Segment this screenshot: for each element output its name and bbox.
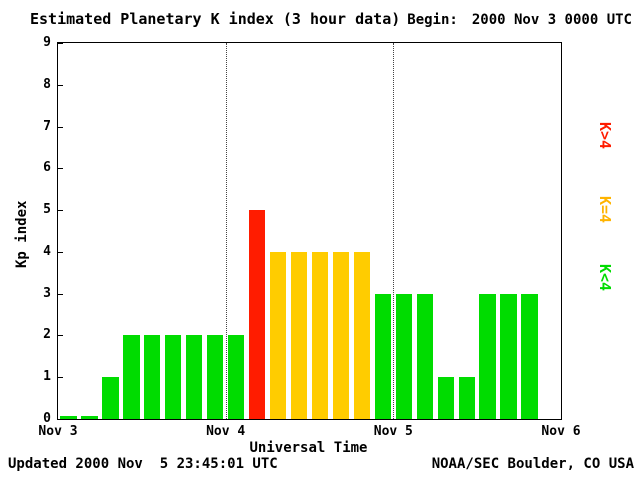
kp-bar: [521, 293, 538, 419]
y-tick-label: 6: [43, 160, 51, 176]
y-tick-label: 1: [43, 369, 51, 385]
kp-bar: [416, 293, 433, 419]
y-tick-label: 5: [43, 202, 51, 218]
y-tick-mark: [58, 293, 63, 295]
kp-bar: [500, 293, 517, 419]
kp-bar: [395, 293, 412, 419]
y-tick-mark: [58, 84, 63, 86]
credit-text: NOAA/SEC Boulder, CO USA: [431, 456, 634, 472]
y-tick-label: 2: [43, 327, 51, 343]
kp-bar: [165, 335, 182, 419]
x-tick-label: Nov 5: [373, 424, 413, 439]
kp-bar: [437, 377, 454, 419]
begin-label: Begin:: [407, 12, 458, 28]
updated-timestamp: Updated 2000 Nov 5 23:45:01 UTC: [8, 456, 278, 472]
y-tick-mark: [58, 210, 63, 212]
kp-bar: [123, 335, 140, 419]
kp-bar: [374, 293, 392, 419]
kp-bar: [311, 251, 329, 419]
day-boundary-line: [225, 43, 227, 419]
y-tick-mark: [58, 126, 63, 128]
x-axis-label: Universal Time: [249, 440, 368, 456]
kp-bar: [227, 335, 245, 419]
y-tick-mark: [58, 43, 63, 44]
begin-value: 2000 Nov 3 0000 UTC: [471, 12, 632, 28]
kp-bar: [479, 293, 496, 419]
y-tick-label: 8: [43, 76, 51, 92]
y-tick-mark: [58, 251, 63, 253]
y-tick-mark: [58, 419, 63, 420]
y-tick-label: 0: [43, 411, 51, 426]
legend-k-equal-4: K=4: [596, 196, 614, 224]
kp-bar: [81, 416, 98, 419]
y-tick-mark: [58, 335, 63, 337]
y-tick-mark: [58, 377, 63, 379]
kp-bar: [60, 416, 77, 419]
y-tick-mark: [58, 168, 63, 170]
kp-bar: [102, 377, 119, 419]
kp-bar: [144, 335, 161, 419]
kp-bar: [248, 210, 266, 419]
kp-bar: [332, 251, 350, 419]
day-boundary-line: [393, 43, 395, 419]
y-tick-label: 3: [43, 285, 51, 301]
y-tick-label: 7: [43, 118, 51, 134]
plot-area: [57, 42, 562, 420]
kp-bar: [186, 335, 203, 419]
kp-bar: [458, 377, 475, 419]
kp-bar: [207, 335, 224, 419]
x-tick-label: Nov 3: [38, 424, 78, 439]
kp-bar: [290, 251, 308, 419]
y-tick-label: 9: [43, 35, 51, 50]
x-tick-label: Nov 4: [206, 424, 246, 439]
legend-k-above-4: K>4: [596, 122, 614, 150]
y-tick-label: 4: [43, 243, 51, 259]
kp-bar: [269, 251, 287, 419]
chart-title: Estimated Planetary K index (3 hour data…: [30, 10, 401, 28]
begin-time: Begin: 2000 Nov 3 0000 UTC: [407, 12, 632, 28]
legend-k-below-4: K<4: [596, 264, 614, 292]
x-tick-label: Nov 6: [541, 424, 581, 439]
kp-bar: [353, 251, 371, 419]
